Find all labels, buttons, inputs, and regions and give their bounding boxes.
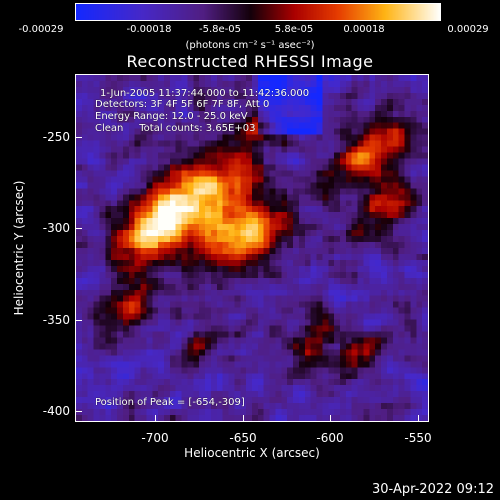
colorbar (75, 3, 441, 21)
peak-position: Position of Peak = [-654,-309] (95, 397, 245, 408)
colorbar-tick: -0.00018 (126, 24, 172, 35)
colorbar-tick: -5.8e-05 (199, 24, 241, 35)
y-axis-label: Heliocentric Y (arcsec) (12, 180, 26, 316)
x-tick-mark (155, 415, 156, 421)
x-tick-mark (418, 415, 419, 421)
x-axis-label: Heliocentric X (arcsec) (184, 446, 320, 460)
y-tick-label: -350 (42, 313, 70, 327)
time-range: 1-Jun-2005 11:37:44.000 to 11:42:36.000 (100, 88, 310, 99)
image-title: Reconstructed RHESSI Image (126, 52, 374, 71)
x-tick-label: -550 (404, 431, 432, 445)
x-tick-mark (243, 415, 244, 421)
x-tick-label: -600 (316, 431, 344, 445)
rhessi-image (75, 74, 429, 422)
detectors: Detectors: 3F 4F 5F 6F 7F 8F, Att 0 (95, 99, 270, 110)
x-tick-label: -700 (141, 431, 169, 445)
colorbar-tick: 0.00029 (447, 24, 489, 35)
y-tick-mark (76, 320, 82, 321)
y-tick-label: -400 (42, 404, 70, 418)
y-tick-mark (76, 411, 82, 412)
x-tick-mark (330, 415, 331, 421)
clean-counts: Clean Total counts: 3.65E+03 (95, 123, 256, 134)
colorbar-units: (photons cm⁻² s⁻¹ asec⁻²) (185, 40, 315, 51)
y-tick-label: -300 (42, 221, 70, 235)
y-tick-mark (76, 228, 82, 229)
colorbar-tick: 0.00018 (343, 24, 385, 35)
colorbar-tick: 5.8e-05 (274, 24, 314, 35)
timestamp: 30-Apr-2022 09:12 (372, 482, 494, 497)
energy-range: Energy Range: 12.0 - 25.0 keV (95, 111, 248, 122)
colorbar-tick: -0.00029 (18, 24, 64, 35)
y-tick-label: -250 (42, 130, 70, 144)
y-tick-mark (76, 137, 82, 138)
x-tick-label: -650 (229, 431, 257, 445)
flux-map (76, 75, 428, 421)
